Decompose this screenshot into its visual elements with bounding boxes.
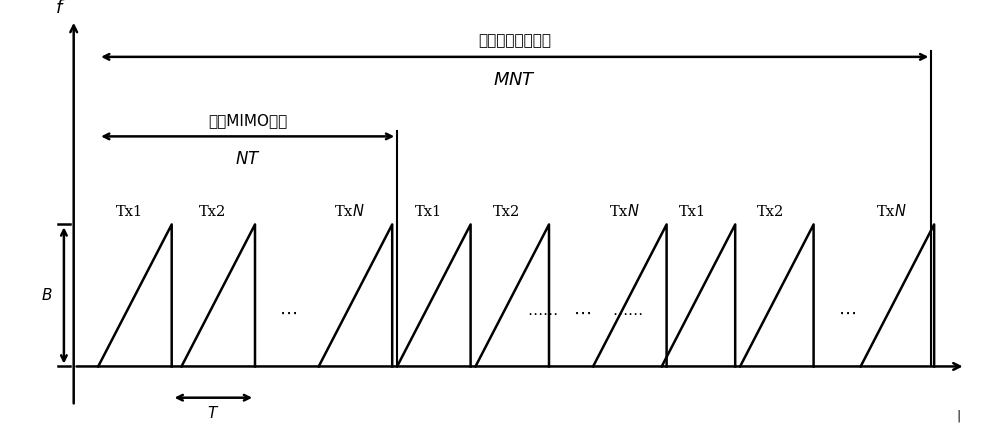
Text: Tx2: Tx2 bbox=[199, 205, 226, 219]
Text: Tx$\it{N}$: Tx$\it{N}$ bbox=[334, 203, 365, 219]
Text: Tx$\it{N}$: Tx$\it{N}$ bbox=[876, 203, 907, 219]
Text: Tx2: Tx2 bbox=[493, 205, 520, 219]
Text: |: | bbox=[957, 409, 961, 422]
Text: $\cdots$: $\cdots$ bbox=[279, 303, 297, 321]
Text: $\cdots\cdots$: $\cdots\cdots$ bbox=[612, 305, 643, 320]
Text: Tx1: Tx1 bbox=[414, 205, 442, 219]
Text: $\it{MNT}$: $\it{MNT}$ bbox=[493, 71, 536, 89]
Text: Tx$\it{N}$: Tx$\it{N}$ bbox=[609, 203, 639, 219]
Text: $\it{f}$: $\it{f}$ bbox=[55, 0, 66, 17]
Text: 雷达相参处理周期: 雷达相参处理周期 bbox=[478, 33, 551, 48]
Text: $\cdots$: $\cdots$ bbox=[573, 303, 591, 321]
Text: $\it{B}$: $\it{B}$ bbox=[41, 287, 52, 303]
Text: $\it{NT}$: $\it{NT}$ bbox=[235, 151, 260, 168]
Text: Tx2: Tx2 bbox=[757, 205, 785, 219]
Text: $\cdots\cdots$: $\cdots\cdots$ bbox=[527, 305, 557, 320]
Text: $\it{T}$: $\it{T}$ bbox=[207, 405, 220, 421]
Text: Tx1: Tx1 bbox=[116, 205, 143, 219]
Text: $\cdots$: $\cdots$ bbox=[838, 303, 856, 321]
Text: Tx1: Tx1 bbox=[679, 205, 706, 219]
Text: 单次MIMO实现: 单次MIMO实现 bbox=[208, 113, 287, 128]
